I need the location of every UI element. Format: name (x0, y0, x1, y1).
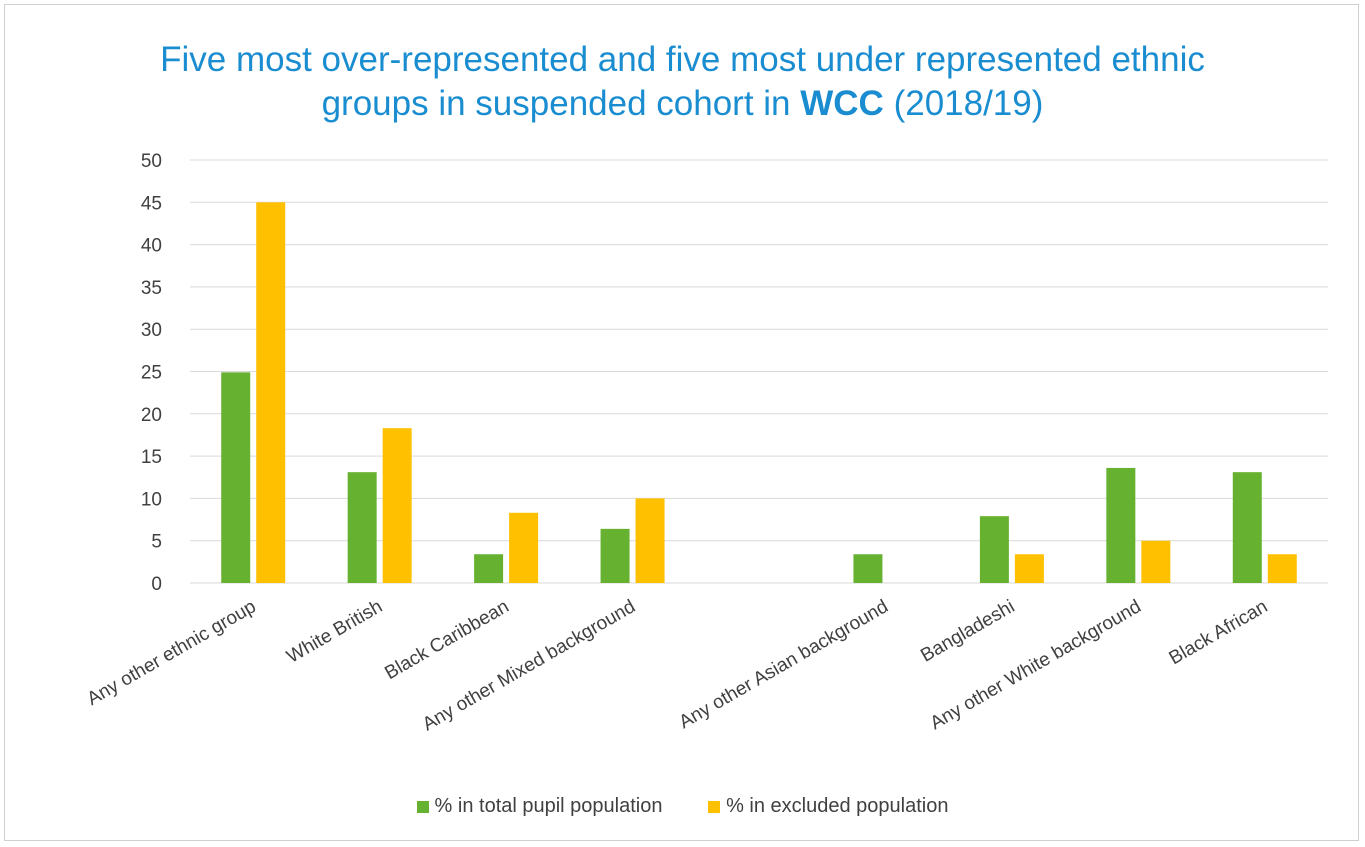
bar-excluded-2 (509, 512, 539, 583)
bar-excluded-3 (635, 498, 665, 583)
bar-total-6 (979, 516, 1009, 583)
legend: % in total pupil population % in exclude… (0, 795, 1365, 818)
bar-total-5 (853, 554, 883, 583)
x-category-label: Black African (1166, 596, 1272, 669)
y-tick-label: 15 (141, 447, 162, 468)
x-category-label: Any other White background (927, 596, 1145, 734)
y-tick-label: 35 (141, 278, 162, 299)
y-tick-label: 30 (141, 320, 162, 341)
x-category-label: White British (283, 596, 386, 668)
bar-excluded-1 (382, 428, 412, 583)
y-tick-label: 40 (141, 236, 162, 257)
y-tick-label: 45 (141, 193, 162, 214)
legend-label-excluded: % in excluded population (726, 795, 949, 818)
x-axis-categories: Any other ethnic group White BritishBlack… (84, 596, 1272, 735)
gridlines (190, 159, 1328, 584)
y-tick-label: 50 (141, 151, 162, 172)
legend-swatch-total (416, 800, 429, 813)
bar-total-2 (474, 554, 504, 583)
x-category-label: Any other Asian background (676, 596, 892, 733)
bar-total-7 (1106, 467, 1136, 583)
y-tick-label: 20 (141, 405, 162, 426)
x-category-label: Black Caribbean (381, 596, 512, 684)
legend-item-total: % in total pupil population (416, 795, 663, 818)
chart-title-line1: Five most over-represented and five most… (160, 40, 1205, 79)
y-axis-ticks: 0 5 10 15 20 25 30 35 40 45 50 (141, 151, 162, 595)
legend-item-excluded: % in excluded population (708, 795, 948, 818)
chart-title: Five most over-represented and five most… (0, 38, 1365, 126)
bar-excluded-8 (1267, 554, 1297, 583)
bar-total-0 (221, 372, 251, 583)
chart-title-line2-post: (2018/19) (883, 84, 1044, 123)
legend-swatch-excluded (708, 800, 721, 813)
bar-excluded-0 (256, 202, 286, 584)
bar-total-8 (1232, 472, 1262, 583)
y-tick-label: 10 (141, 489, 162, 510)
chart-title-wcc: WCC (800, 84, 884, 123)
bar-excluded-6 (1014, 554, 1044, 583)
bar-total-1 (347, 472, 377, 583)
y-tick-label: 0 (151, 574, 162, 595)
chart-title-line2: groups in suspended cohort in WCC (2018/… (0, 82, 1365, 126)
x-category-label: Bangladeshi (917, 596, 1018, 666)
bar-excluded-7 (1141, 540, 1171, 583)
y-tick-label: 25 (141, 363, 162, 384)
bars (221, 202, 1297, 584)
legend-label-total: % in total pupil population (434, 795, 663, 818)
chart-title-line2-pre: groups in suspended cohort in (321, 84, 801, 123)
x-category-label: Any other Mixed background (419, 596, 639, 735)
y-tick-label: 5 (151, 532, 162, 553)
x-category-label: Any other ethnic group (84, 596, 260, 710)
bar-total-3 (600, 528, 630, 583)
